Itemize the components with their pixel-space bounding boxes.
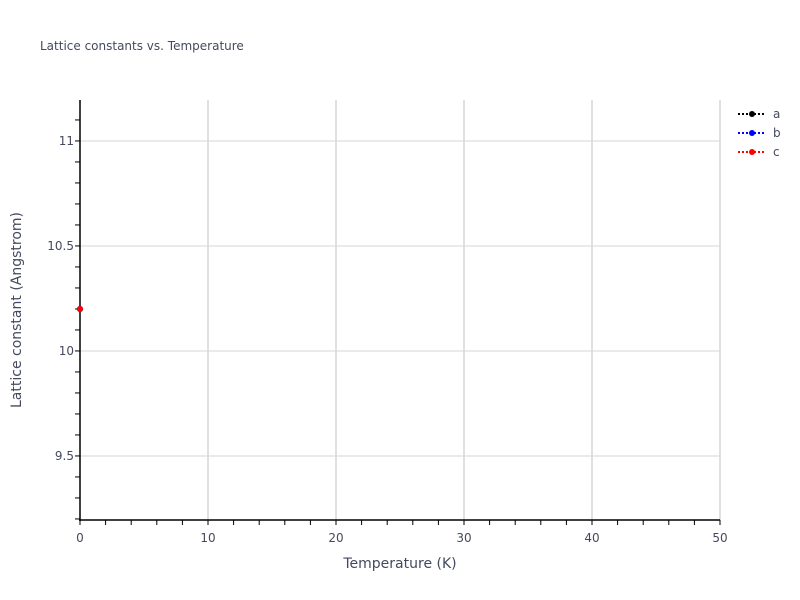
x-tick-label: 0: [76, 531, 84, 545]
legend-label: c: [773, 145, 780, 159]
x-tick-label: 10: [200, 531, 215, 545]
x-axis-title: Temperature (K): [342, 556, 456, 572]
x-tick-label: 20: [328, 531, 343, 545]
x-tick-label: 40: [584, 531, 599, 545]
legend[interactable]: abc: [738, 107, 781, 159]
axes: 0 10 20 30 40 50 9.5 10 10.5 11: [47, 100, 728, 545]
x-tick-label: 30: [456, 531, 471, 545]
legend-marker-icon: [749, 149, 755, 155]
legend-item-c[interactable]: c: [738, 145, 780, 159]
legend-label: a: [773, 107, 780, 121]
data-point-c: [77, 305, 83, 312]
legend-item-a[interactable]: a: [738, 107, 780, 121]
chart-title: Lattice constants vs. Temperature: [40, 39, 244, 53]
legend-item-b[interactable]: b: [738, 126, 781, 140]
y-tick-label: 9.5: [55, 449, 74, 463]
legend-marker-icon: [749, 111, 755, 117]
y-axis-title: Lattice constant (Angstrom): [9, 212, 25, 408]
legend-label: b: [773, 126, 781, 140]
legend-marker-icon: [749, 130, 755, 136]
y-tick-label: 10: [59, 344, 74, 358]
x-tick-label: 50: [712, 531, 727, 545]
data-marks: [77, 305, 83, 312]
grid: [80, 100, 721, 520]
y-tick-label: 11: [59, 134, 74, 148]
y-tick-label: 10.5: [47, 239, 74, 253]
